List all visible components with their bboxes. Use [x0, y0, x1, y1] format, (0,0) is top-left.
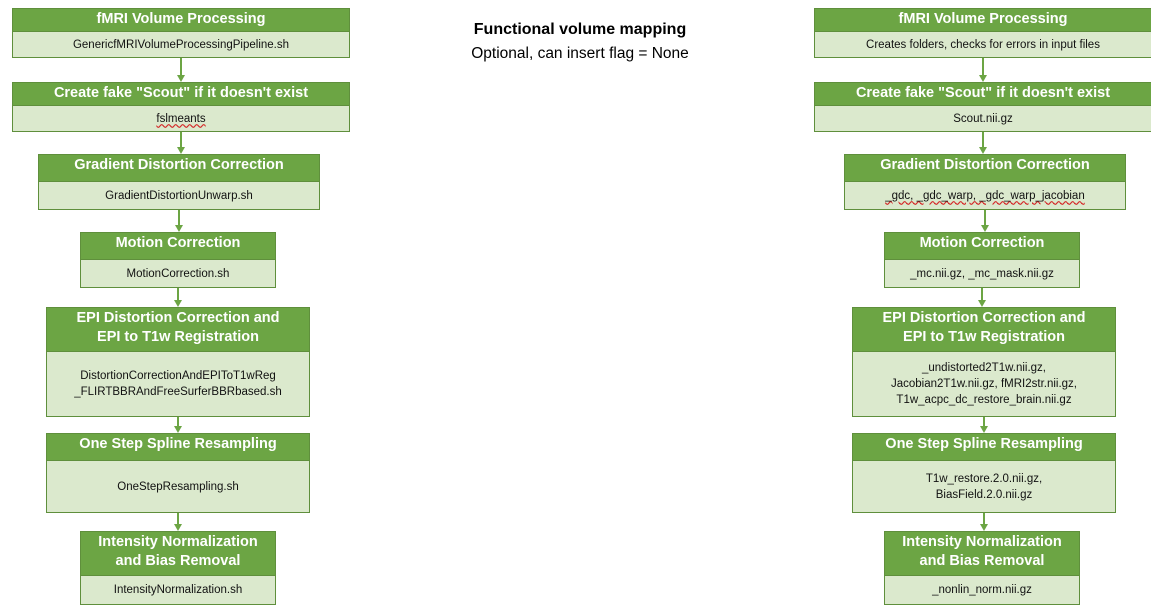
right-arrow-head-3	[981, 225, 989, 232]
left-arrow-head-5	[174, 426, 182, 433]
diagram-subtitle: Optional, can insert flag = None	[471, 45, 689, 62]
right-step-3: Gradient Distortion Correction _gdc, _gdc…	[844, 154, 1126, 210]
step-header-line: EPI Distortion Correction and	[76, 310, 280, 326]
diagram-title: Functional volume mapping	[473, 21, 687, 38]
step-header: fMRI Volume Processing	[13, 9, 349, 31]
step-output-line: Scout.nii.gz	[953, 112, 1013, 125]
step-output-line: IntensityNormalization.sh	[113, 584, 243, 596]
left-step-4: Motion Correction MotionCorrection.sh	[80, 232, 276, 288]
step-header: Motion Correction	[885, 233, 1079, 259]
right-step-4: Motion Correction _mc.nii.gz, _mc_mask.ni…	[884, 232, 1080, 288]
step-output: GradientDistortionUnwarp.sh	[39, 181, 319, 209]
right-arrow-head-5	[980, 426, 988, 433]
right-arrow-head-6	[980, 524, 988, 531]
left-arrow-head-4	[174, 300, 182, 307]
right-step-5: EPI Distortion Correction and EPI to T1w …	[852, 307, 1116, 417]
step-header: Intensity Normalization and Bias Removal	[81, 532, 275, 575]
step-output-line: _undistorted2T1w.nii.gz,	[921, 362, 1047, 374]
step-output: IntensityNormalization.sh	[81, 575, 275, 604]
step-output-line: _nonlin_norm.nii.gz	[932, 584, 1032, 596]
step-header: One Step Spline Resampling	[853, 434, 1115, 460]
left-step-7: Intensity Normalization and Bias Removal I…	[80, 531, 276, 605]
left-step-3: Gradient Distortion Correction GradientDi…	[38, 154, 320, 210]
step-header-line: One Step Spline Resampling	[79, 436, 277, 452]
step-header: EPI Distortion Correction and EPI to T1w …	[853, 308, 1115, 351]
right-arrow-head-1	[979, 75, 987, 82]
step-header-line: Create fake "Scout" if it doesn't exist	[855, 85, 1111, 101]
step-header: Create fake "Scout" if it doesn't exist	[13, 83, 349, 105]
step-output-line: Creates folders, checks for errors in in…	[866, 38, 1100, 51]
step-header: One Step Spline Resampling	[47, 434, 309, 460]
right-step-6: One Step Spline Resampling T1w_restore.2.…	[852, 433, 1116, 513]
step-header-line: EPI Distortion Correction and	[882, 310, 1086, 326]
step-output: Scout.nii.gz	[815, 105, 1151, 131]
step-header-line: and Bias Removal	[919, 553, 1045, 569]
step-header: Create fake "Scout" if it doesn't exist	[815, 83, 1151, 105]
right-step-7: Intensity Normalization and Bias Removal _…	[884, 531, 1080, 605]
step-output-line: fslmeants	[156, 112, 206, 125]
right-step-1: fMRI Volume Processing Creates folders, c…	[814, 8, 1151, 58]
right-arrow-head-4	[978, 300, 986, 307]
left-arrow-head-1	[177, 75, 185, 82]
step-header: Intensity Normalization and Bias Removal	[885, 532, 1079, 575]
step-header-line: and Bias Removal	[115, 553, 241, 569]
step-output-line: _mc.nii.gz, _mc_mask.nii.gz	[910, 267, 1054, 280]
step-output: _undistorted2T1w.nii.gz, Jacobian2T1w.nii…	[853, 351, 1115, 416]
step-header-line: Intensity Normalization	[98, 534, 258, 550]
step-header: Gradient Distortion Correction	[845, 155, 1125, 181]
step-header: Motion Correction	[81, 233, 275, 259]
step-header-line: EPI to T1w Registration	[903, 329, 1065, 345]
step-output-line: _FLIRTBBRAndFreeSurferBBRbased.sh	[74, 386, 282, 398]
step-output: MotionCorrection.sh	[81, 259, 275, 287]
step-header-line: fMRI Volume Processing	[898, 11, 1068, 27]
step-output-line: MotionCorrection.sh	[126, 267, 230, 280]
step-header-line: Gradient Distortion Correction	[880, 157, 1090, 173]
right-arrow-head-2	[979, 147, 987, 154]
left-arrow-head-3	[175, 225, 183, 232]
step-output-line: GenericfMRIVolumeProcessingPipeline.sh	[72, 38, 290, 51]
left-arrow-head-6	[174, 524, 182, 531]
step-header-line: Motion Correction	[919, 235, 1045, 251]
step-output-line: T1w_acpc_dc_restore_brain.nii.gz	[896, 394, 1072, 406]
step-output: GenericfMRIVolumeProcessingPipeline.sh	[13, 31, 349, 57]
step-header-line: Create fake "Scout" if it doesn't exist	[53, 85, 309, 101]
step-output: Creates folders, checks for errors in in…	[815, 31, 1151, 57]
step-output-line: Jacobian2T1w.nii.gz, fMRI2str.nii.gz,	[891, 378, 1077, 390]
step-output-line: GradientDistortionUnwarp.sh	[105, 189, 253, 202]
left-step-2: Create fake "Scout" if it doesn't exist f…	[12, 82, 350, 132]
left-step-5: EPI Distortion Correction and EPI to T1w …	[46, 307, 310, 417]
step-output: _gdc, _gdc_warp, _gdc_warp_jacobian	[845, 181, 1125, 209]
step-output: fslmeants	[13, 105, 349, 131]
step-header-line: EPI to T1w Registration	[97, 329, 259, 345]
step-header: fMRI Volume Processing	[815, 9, 1151, 31]
step-header-line: One Step Spline Resampling	[885, 436, 1083, 452]
step-output: OneStepResampling.sh	[47, 460, 309, 512]
step-output: DistortionCorrectionAndEPIToT1wReg _FLIRT…	[47, 351, 309, 416]
left-step-1: fMRI Volume Processing GenericfMRIVolumeP…	[12, 8, 350, 58]
step-output: T1w_restore.2.0.nii.gz, BiasField.2.0.nii…	[853, 460, 1115, 512]
right-step-2: Create fake "Scout" if it doesn't exist S…	[814, 82, 1151, 132]
step-output-line: T1w_restore.2.0.nii.gz,	[925, 472, 1043, 485]
left-arrow-head-2	[177, 147, 185, 154]
step-output-line: _gdc, _gdc_warp, _gdc_warp_jacobian	[885, 189, 1085, 202]
step-header: EPI Distortion Correction and EPI to T1w …	[47, 308, 309, 351]
left-step-6: One Step Spline Resampling OneStepResampl…	[46, 433, 310, 513]
step-output-line: BiasField.2.0.nii.gz	[935, 488, 1033, 501]
step-header-line: fMRI Volume Processing	[96, 11, 266, 27]
step-output-line: OneStepResampling.sh	[117, 480, 239, 493]
step-output: _nonlin_norm.nii.gz	[885, 575, 1079, 604]
step-header-line: Motion Correction	[115, 235, 241, 251]
step-header-line: Intensity Normalization	[902, 534, 1062, 550]
step-output: _mc.nii.gz, _mc_mask.nii.gz	[885, 259, 1079, 287]
step-output-line: DistortionCorrectionAndEPIToT1wReg	[80, 370, 276, 382]
step-header-line: Gradient Distortion Correction	[74, 157, 284, 173]
step-header: Gradient Distortion Correction	[39, 155, 319, 181]
